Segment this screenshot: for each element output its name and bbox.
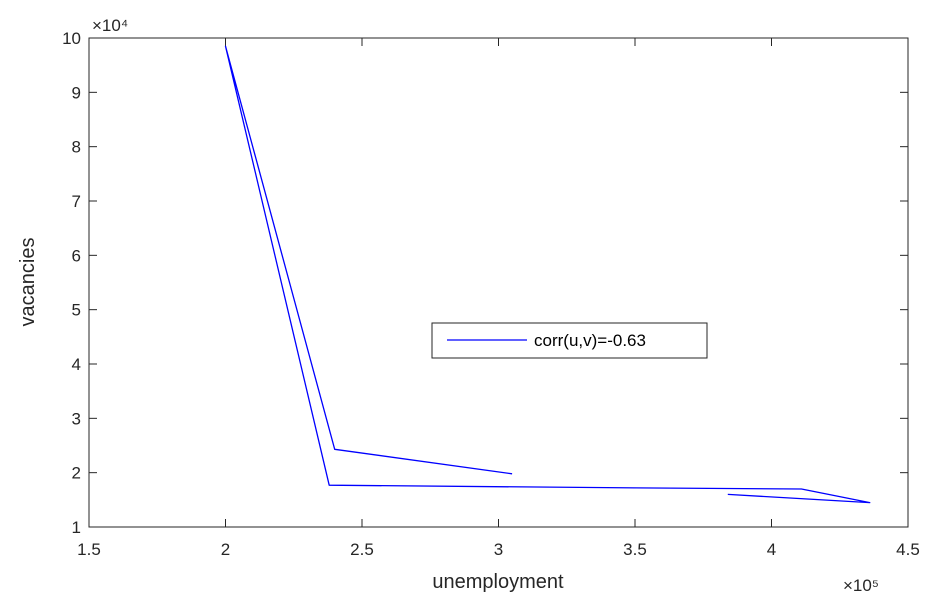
y-tick-label: 7 — [72, 192, 81, 211]
y-tick-label: 1 — [72, 518, 81, 537]
y-tick-label: 4 — [72, 355, 81, 374]
series-group — [224, 45, 871, 504]
y-axis-label: vacancies — [17, 238, 39, 327]
x-tick-label: 4.5 — [896, 540, 920, 559]
y-tick-label: 8 — [72, 138, 81, 157]
x-tick-label: 2 — [221, 540, 230, 559]
series-line — [224, 45, 871, 504]
plot-area — [89, 38, 908, 527]
legend: corr(u,v)=-0.63 — [431, 322, 708, 359]
x-tick-label: 3 — [494, 540, 503, 559]
x-tick-label: 4 — [767, 540, 776, 559]
y-tick-label: 9 — [72, 83, 81, 102]
y-axis-tick-labels: 1 2 3 4 5 6 7 8 9 10 — [62, 29, 81, 537]
x-exponent-label: ×10⁵ — [843, 576, 879, 595]
y-exponent-label: ×10⁴ — [92, 16, 128, 35]
x-tick-label: 3.5 — [623, 540, 647, 559]
x-axis-label: unemployment — [432, 571, 564, 593]
x-axis-tick-labels: 1.5 2 2.5 3 3.5 4 4.5 — [77, 540, 920, 559]
legend-entry-label: corr(u,v)=-0.63 — [534, 331, 646, 350]
y-tick-label: 5 — [72, 301, 81, 320]
y-tick-label: 2 — [72, 464, 81, 483]
y-tick-label: 3 — [72, 409, 81, 428]
x-tick-label: 1.5 — [77, 540, 101, 559]
y-tick-label: 10 — [62, 29, 81, 48]
x-tick-label: 2.5 — [350, 540, 374, 559]
plot-frame — [88, 37, 909, 528]
y-tick-label: 6 — [72, 246, 81, 265]
